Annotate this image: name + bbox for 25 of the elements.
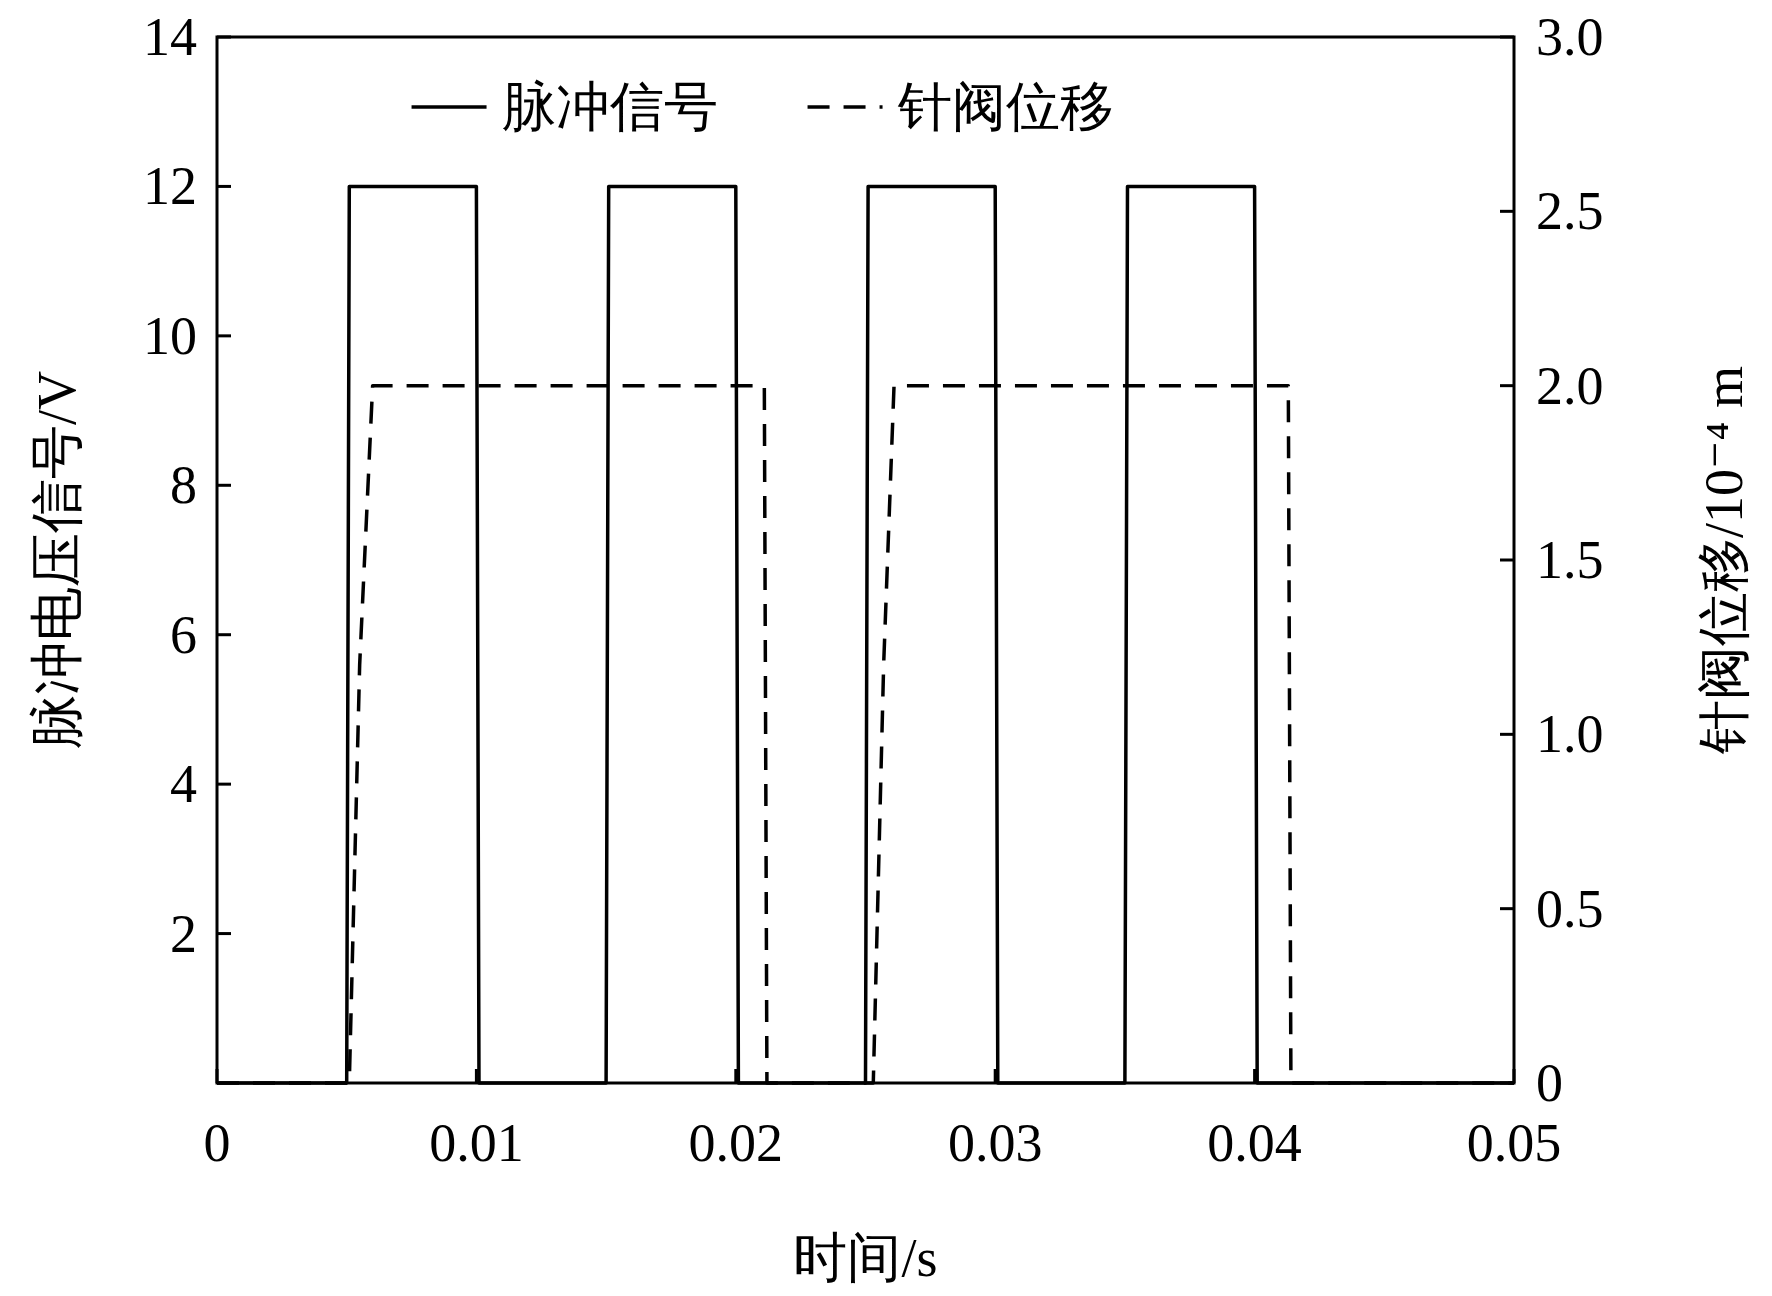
y-tick-label: 6 (170, 604, 197, 665)
x-tick-label: 0 (203, 1113, 231, 1173)
y2-tick-label: 1.5 (1536, 530, 1604, 590)
xlabel: 时间/s (793, 1228, 938, 1288)
y-tick-label: 12 (143, 156, 197, 217)
y-tick-label: 2 (170, 903, 197, 964)
ylabel: 脉冲电压信号/V (27, 371, 87, 749)
legend-label: 脉冲信号 (501, 77, 718, 137)
x-tick-label: 0.05 (1466, 1113, 1562, 1173)
y-tick-label: 4 (170, 754, 197, 815)
y2-tick-label: 2.0 (1536, 355, 1604, 416)
y-tick-label: 8 (170, 455, 197, 516)
y2-tick-label: 2.5 (1536, 181, 1604, 242)
y2-tick-label: 1.0 (1536, 704, 1604, 765)
y2-tick-label: 0.5 (1536, 878, 1604, 939)
y2-tick-label: 0 (1536, 1053, 1563, 1113)
y-tick-label: 10 (143, 305, 197, 366)
y-tick-label: 14 (143, 7, 197, 67)
legend-label: 针阀位移 (896, 77, 1114, 137)
y2-tick-label: 3.0 (1536, 7, 1604, 67)
x-tick-label: 0.04 (1207, 1113, 1302, 1173)
y2label: 针阀位移/10⁻⁴ m (1694, 366, 1754, 754)
x-tick-label: 0.02 (688, 1113, 784, 1173)
x-tick-label: 0.01 (429, 1113, 524, 1173)
x-tick-label: 0.03 (947, 1113, 1043, 1173)
